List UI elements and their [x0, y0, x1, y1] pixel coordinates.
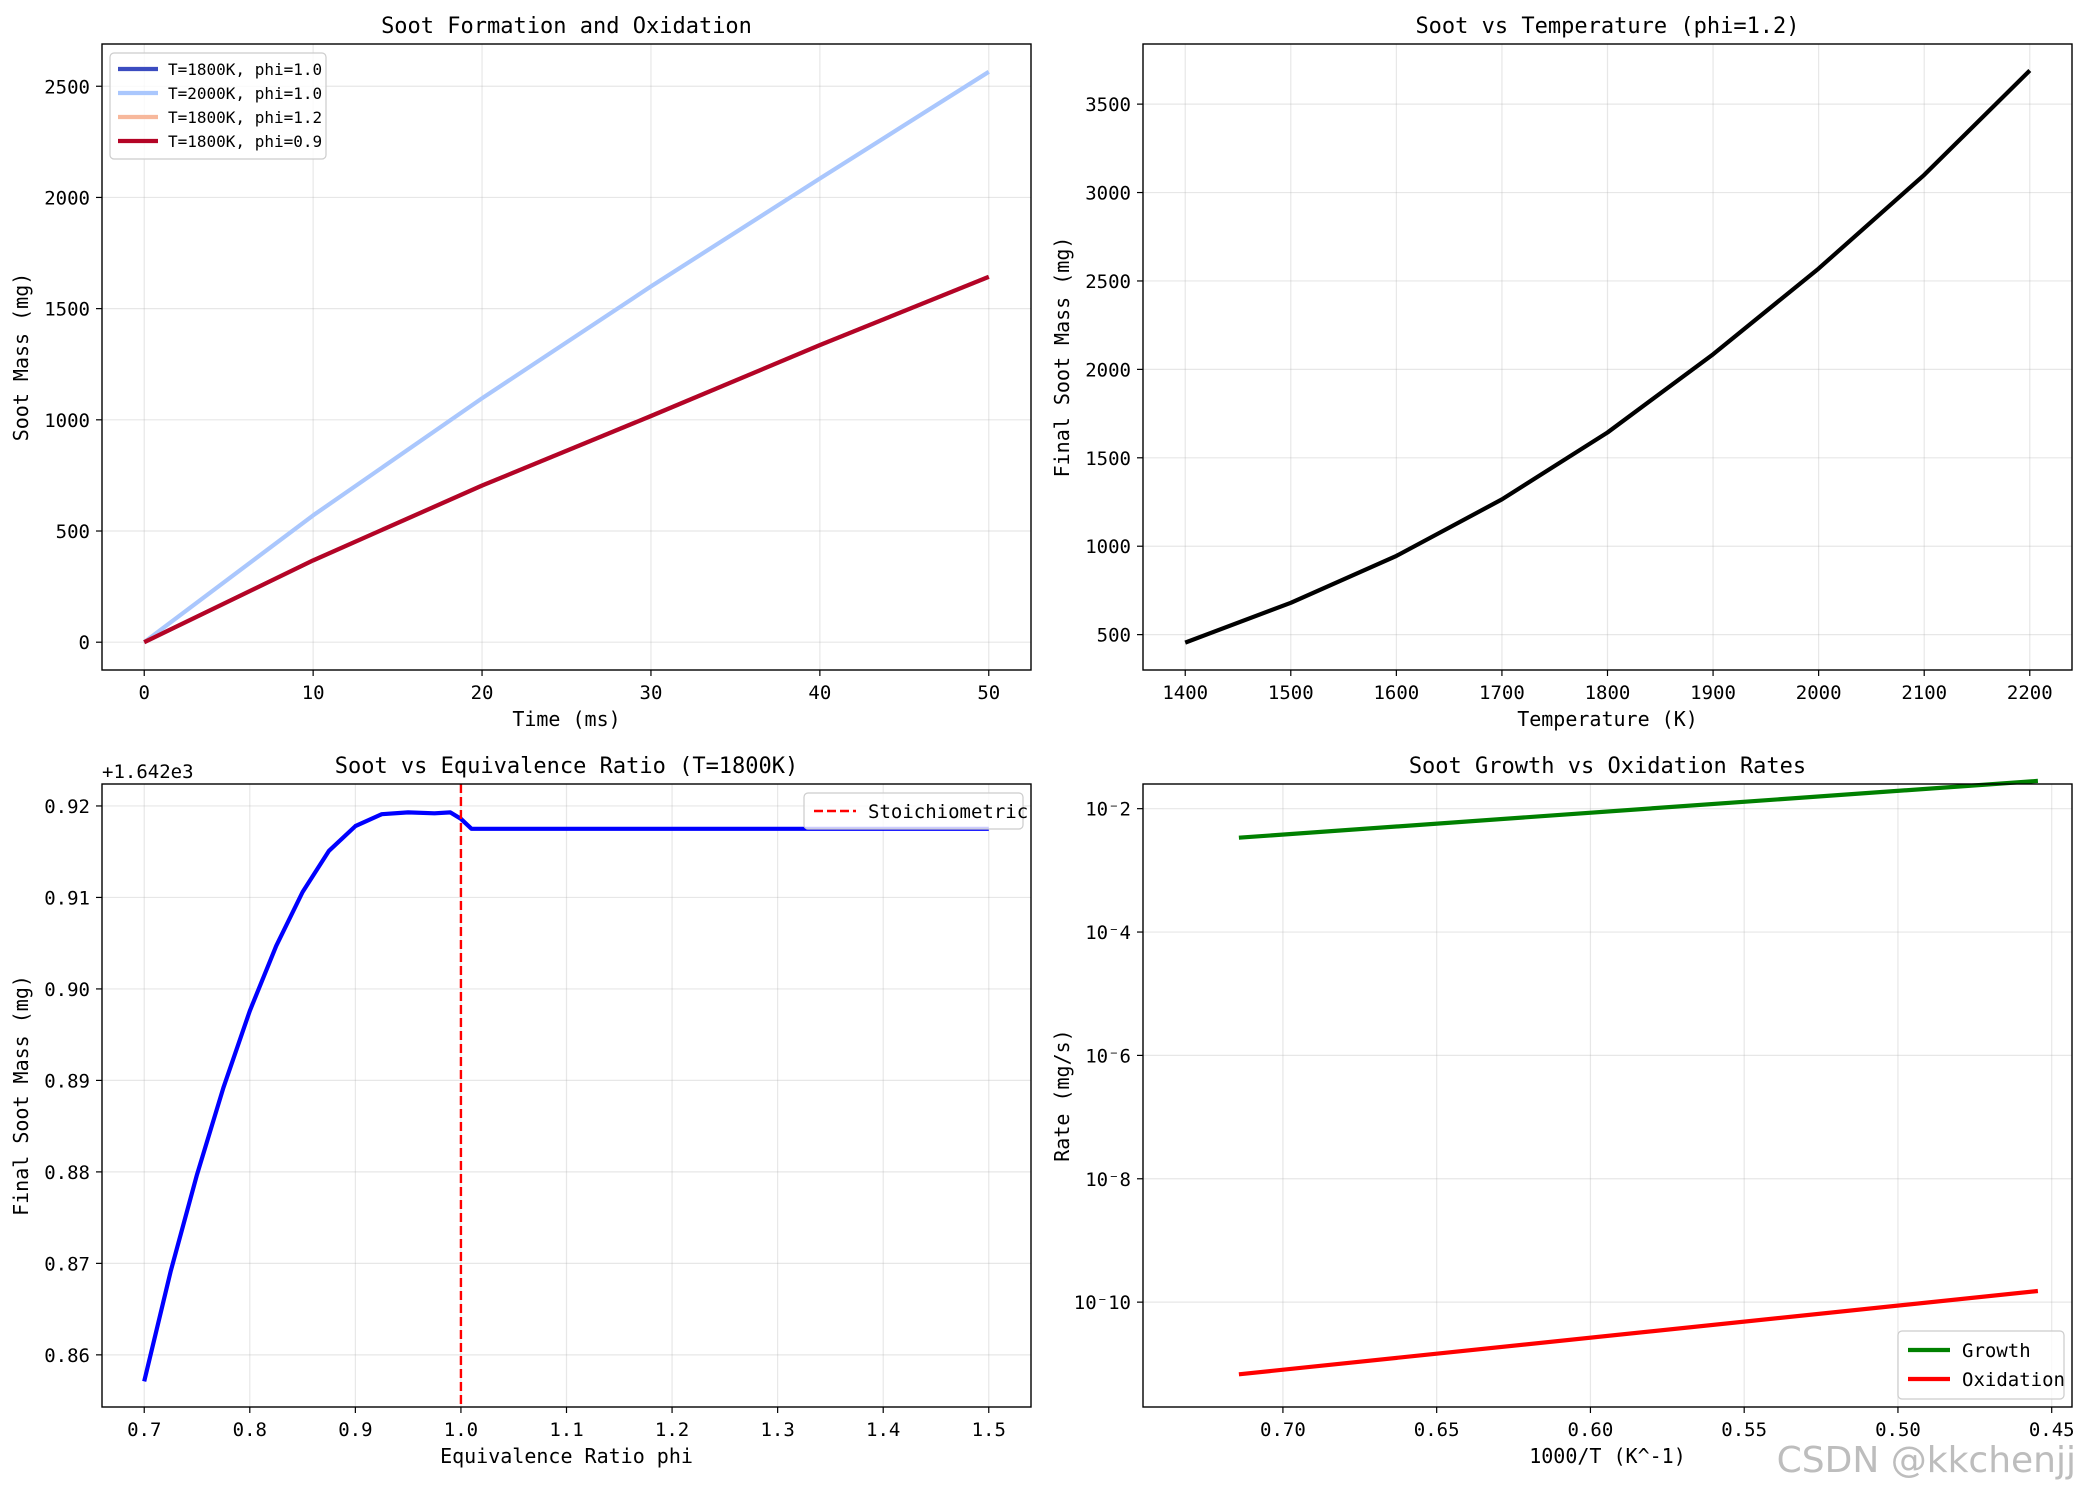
chart3-x-tick-label: 1.3: [760, 1419, 794, 1441]
chart1-x-tick-label: 50: [977, 682, 1000, 704]
chart3-frame: [101, 783, 1032, 1408]
chart3-plot-area: [102, 784, 1031, 1407]
chart3-y-tick-label: 0.90: [44, 979, 90, 1001]
chart2-x-tick-label: 1800: [1585, 682, 1631, 704]
chart1-title: Soot Formation and Oxidation: [381, 14, 752, 39]
chart1-frame: [101, 43, 1032, 671]
chart2-y-tick-label: 500: [1097, 625, 1131, 647]
chart2-x-tick-label: 1600: [1373, 682, 1419, 704]
chart2-y-tick-label: 2500: [1085, 271, 1131, 293]
chart2-x-tick-label: 1900: [1690, 682, 1736, 704]
chart3-offset-label: +1.642e3: [102, 761, 194, 783]
chart2-x-tick-label: 2000: [1796, 682, 1842, 704]
chart1-y-tick-label: 1500: [44, 299, 90, 321]
chart1-legend-label: T=2000K, phi=1.0: [168, 84, 322, 103]
chart4-y-tick-label: 10⁻4: [1085, 922, 1131, 944]
chart3-y-label: Final Soot Mass (mg): [9, 975, 33, 1216]
chart2-title: Soot vs Temperature (phi=1.2): [1415, 14, 1799, 39]
chart4-y-tick-label: 10⁻6: [1085, 1045, 1131, 1067]
chart4-y-label: Rate (mg/s): [1050, 1029, 1074, 1161]
chart2-y-tick-label: 3000: [1085, 183, 1131, 205]
chart3-y-tick-label: 0.86: [44, 1345, 90, 1367]
chart4-y-tick-label: 10⁻8: [1085, 1169, 1131, 1191]
chart3-y-tick-label: 0.92: [44, 796, 90, 818]
chart3-x-tick-label: 0.9: [338, 1419, 372, 1441]
chart4-x-tick-label: 0.55: [1721, 1419, 1767, 1441]
chart2-x-tick-label: 1500: [1268, 682, 1314, 704]
chart4-series-2-line: [1238, 1288, 2039, 1377]
chart4-x-label: 1000/T (K^-1): [1529, 1444, 1686, 1468]
chart1-y-tick-label: 0: [79, 632, 90, 654]
chart1-series-4-line: [143, 274, 990, 645]
chart2-y-label: Final Soot Mass (mg): [1050, 237, 1074, 478]
chart2-frame: [1142, 43, 2073, 671]
chart2-x-tick-label: 2100: [1901, 682, 1947, 704]
chart1-y-tick-label: 500: [56, 521, 90, 543]
chart1-series-2-line: [142, 70, 990, 644]
chart1-y-tick-label: 2500: [44, 76, 90, 98]
chart4-x-tick-label: 0.50: [1875, 1419, 1921, 1441]
chart3-y-tick-label: 0.87: [44, 1253, 90, 1275]
chart1-x-tick-label: 30: [640, 682, 663, 704]
chart2-y-tick-label: 2000: [1085, 359, 1131, 381]
chart2-x-label: Temperature (K): [1517, 707, 1698, 731]
chart3-x-tick-label: 1.0: [444, 1419, 478, 1441]
watermark: CSDN @kkchenjj: [1776, 1440, 2076, 1481]
chart2-x-tick-label: 1400: [1162, 682, 1208, 704]
chart3-x-tick-label: 1.1: [549, 1419, 583, 1441]
chart4-y-tick-label: 10⁻10: [1074, 1292, 1131, 1314]
chart2-y-tick-label: 3500: [1085, 94, 1131, 116]
chart3-x-tick-label: 0.7: [127, 1419, 161, 1441]
chart3-y-tick-label: 0.88: [44, 1162, 90, 1184]
chart1-x-label: Time (ms): [512, 707, 620, 731]
chart2-x-tick-label: 2200: [2007, 682, 2053, 704]
chart1-y-tick-label: 1000: [44, 410, 90, 432]
chart1-legend-label: T=1800K, phi=0.9: [168, 132, 322, 151]
chart3-x-tick-label: 0.8: [233, 1419, 267, 1441]
chart3-x-tick-label: 1.5: [972, 1419, 1006, 1441]
chart4-series-1-line: [1238, 778, 2039, 840]
chart1-legend-box: [109, 52, 327, 160]
chart3-legend-label: Stoichiometric: [868, 801, 1028, 823]
chart1-x-tick-label: 10: [302, 682, 325, 704]
chart4-title: Soot Growth vs Oxidation Rates: [1409, 754, 1806, 779]
chart2-series-1-line: [1184, 69, 2032, 645]
chart1-x-tick-label: 0: [139, 682, 150, 704]
chart4-x-tick-label: 0.45: [2029, 1419, 2075, 1441]
chart1-y-tick-label: 2000: [44, 187, 90, 209]
chart1-x-tick-label: 20: [471, 682, 494, 704]
chart1-legend-label: T=1800K, phi=1.2: [168, 108, 322, 127]
chart3-title: Soot vs Equivalence Ratio (T=1800K): [335, 754, 799, 779]
chart4-y-tick-label: 10⁻2: [1085, 799, 1131, 821]
chart2-plot-area: [1143, 44, 2072, 670]
chart1-legend-label: T=1800K, phi=1.0: [168, 60, 322, 79]
chart2-y-tick-label: 1000: [1085, 536, 1131, 558]
chart3-y-tick-label: 0.91: [44, 887, 90, 909]
chart3-legend-box: [803, 792, 1024, 830]
chart1-y-label: Soot Mass (mg): [9, 273, 33, 442]
chart2-y-tick-label: 1500: [1085, 448, 1131, 470]
chart4-x-tick-label: 0.70: [1260, 1419, 1306, 1441]
chart4-x-tick-label: 0.60: [1568, 1419, 1614, 1441]
chart1-x-tick-label: 40: [808, 682, 831, 704]
chart3-x-tick-label: 1.4: [866, 1419, 900, 1441]
chart3-x-label: Equivalence Ratio phi: [440, 1444, 693, 1468]
chart4-x-tick-label: 0.65: [1414, 1419, 1460, 1441]
chart4-legend-label: Oxidation: [1962, 1369, 2065, 1391]
chart3-y-tick-label: 0.89: [44, 1070, 90, 1092]
chart2-x-tick-label: 1700: [1479, 682, 1525, 704]
chart4-legend-label: Growth: [1962, 1340, 2031, 1362]
chart4-frame: [1142, 783, 2073, 1408]
chart3-x-tick-label: 1.2: [655, 1419, 689, 1441]
chart3-series-1-line: [142, 810, 989, 1382]
